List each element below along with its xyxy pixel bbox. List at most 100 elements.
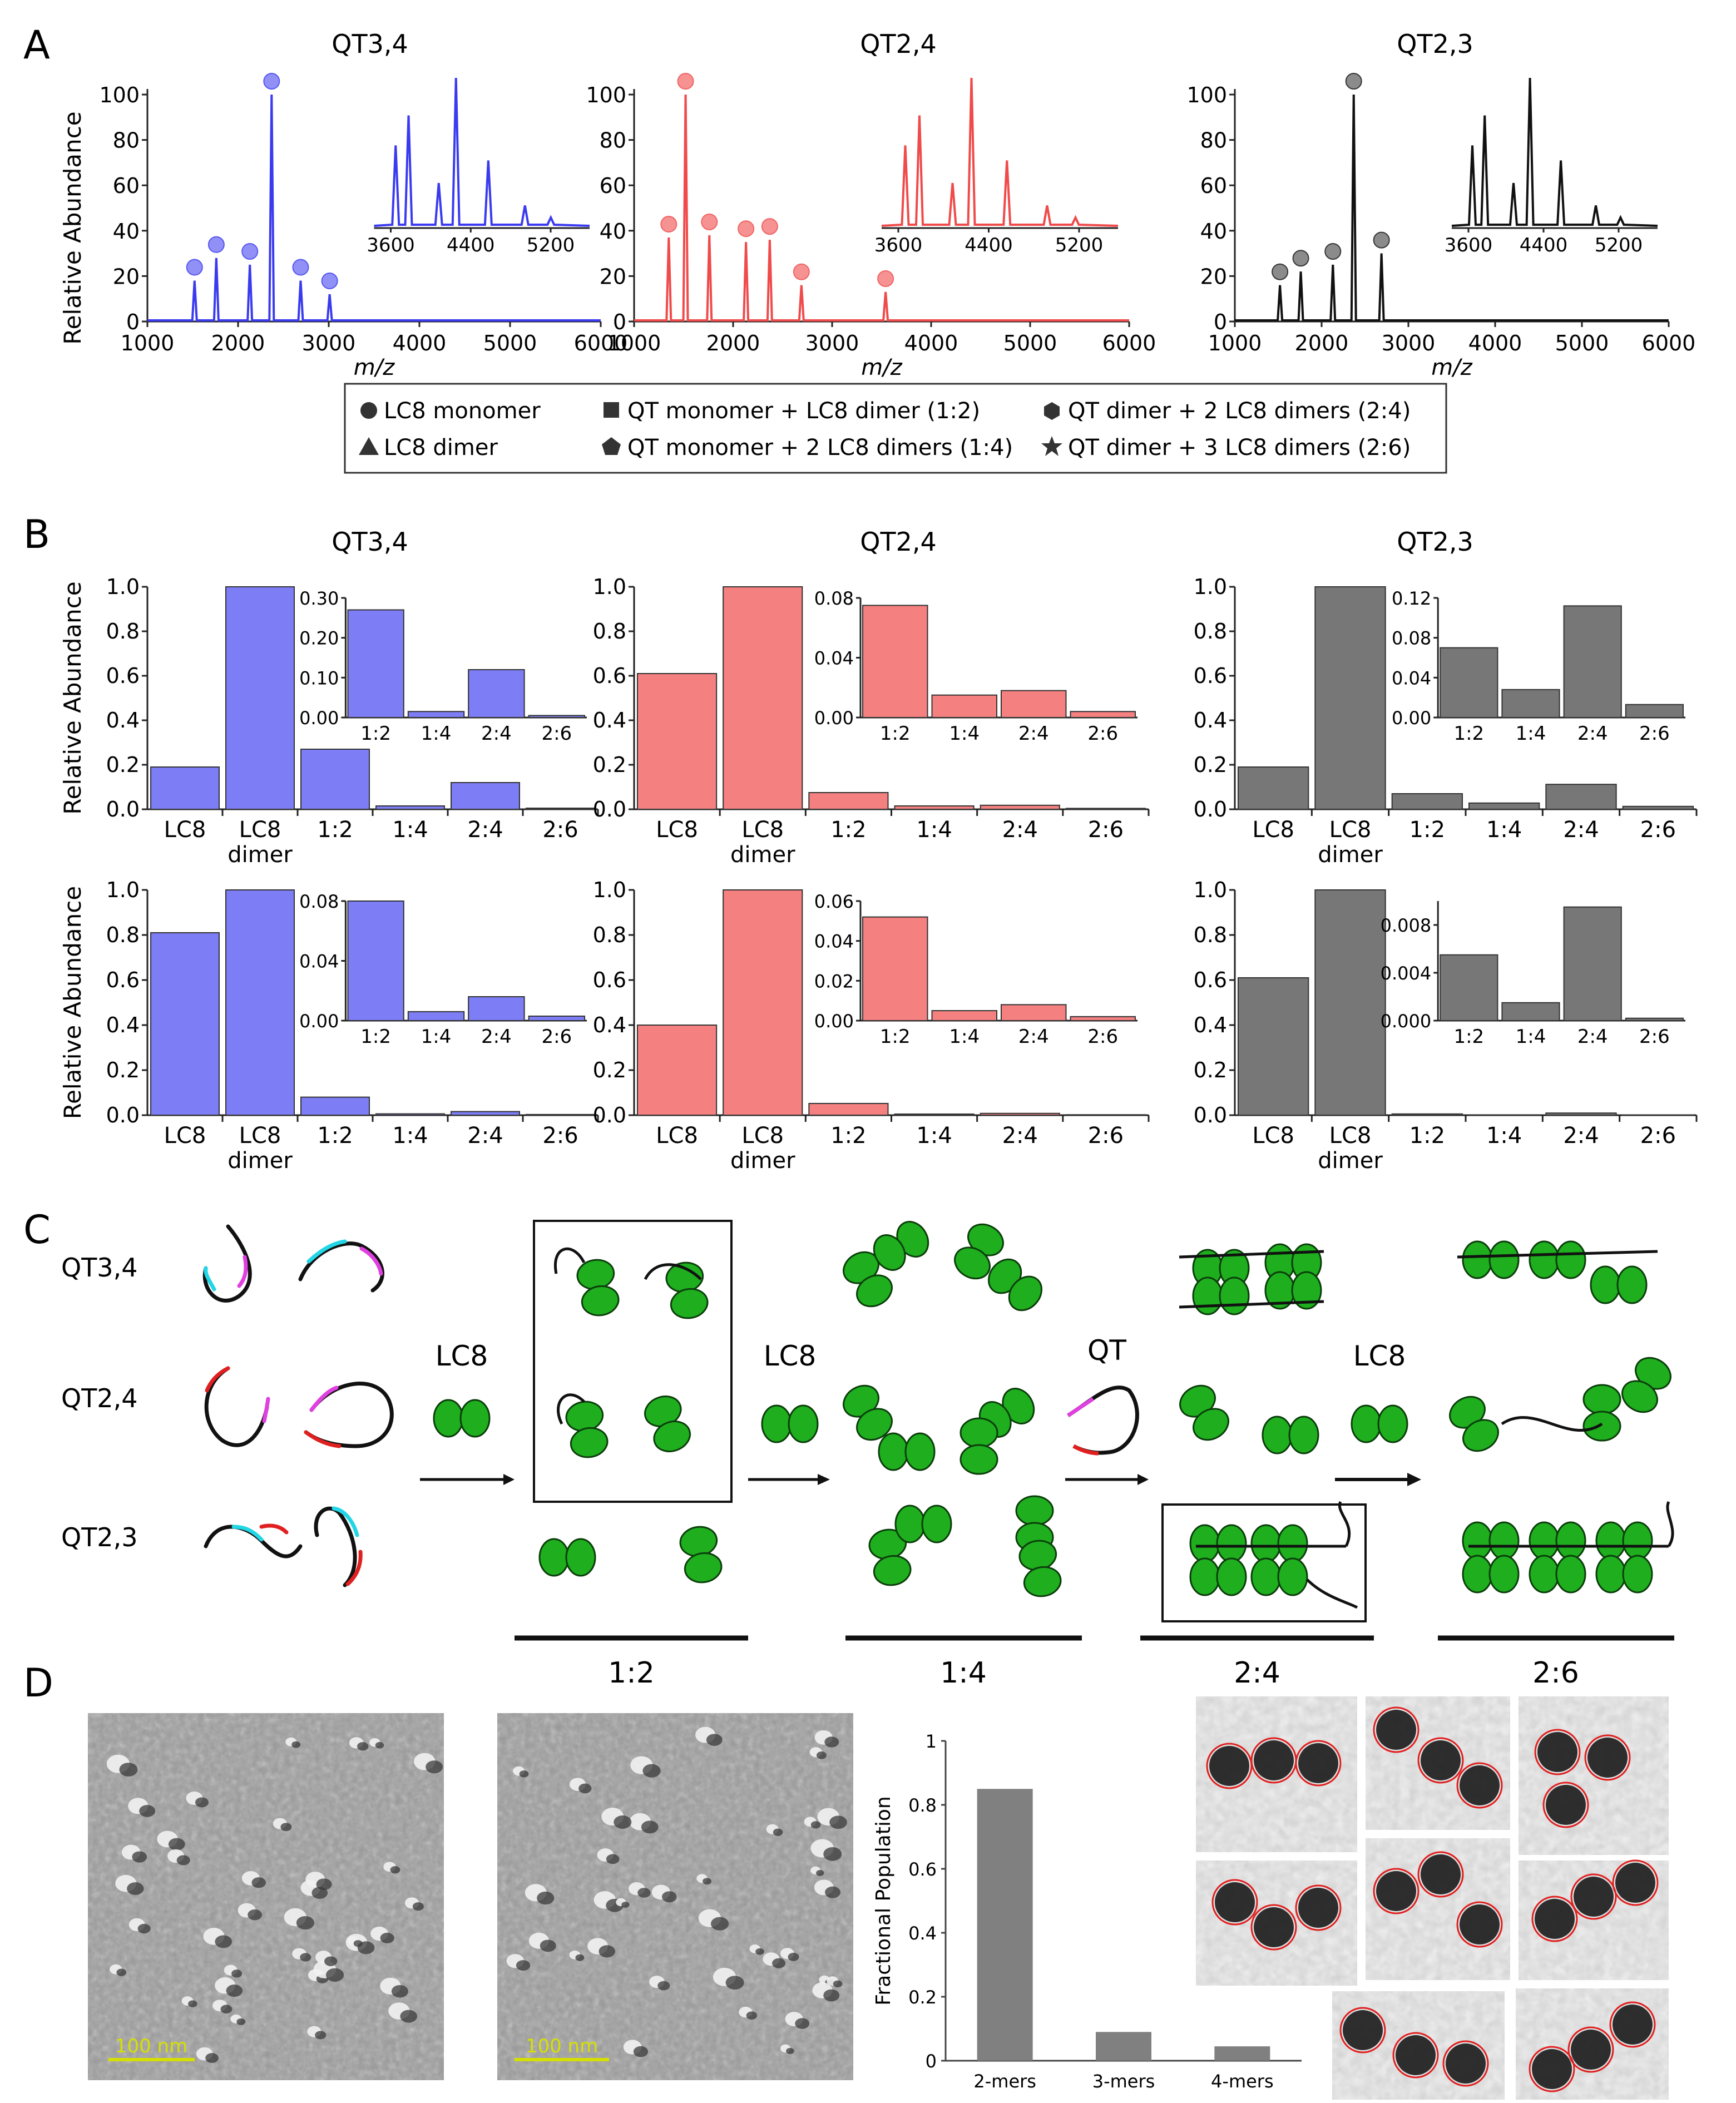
em-particle-shadow: [380, 1932, 394, 1943]
em-particle-shadow: [755, 1948, 764, 1955]
panel-d-electron-microscopy: 100 nm 100 nm 0 0.2 0.4 0.6 0.8 1 Fractional P…: [88, 1696, 1669, 2100]
x-tick-label: 4-mers: [1211, 2071, 1274, 2092]
inset-y-tick-label: 0.04: [1392, 667, 1431, 689]
inset-y-tick-label: 0.20: [299, 628, 339, 649]
lc8-subunit: [1462, 1521, 1493, 1560]
lc8-dimer: [843, 1251, 893, 1308]
lc8-dimer: [1462, 1521, 1520, 1560]
lc8-subunit: [1189, 1524, 1220, 1563]
inset-bar: [1440, 954, 1498, 1021]
arrow-qt: QT: [1065, 1334, 1149, 1485]
lc8-subunit: [1462, 1419, 1499, 1452]
x-tick-label: 2-mers: [973, 2071, 1036, 2092]
em-particle-shadow: [119, 1763, 138, 1777]
panel-label-c: C: [23, 1207, 51, 1253]
qt-chain: [554, 1247, 586, 1274]
particle-outline: [1612, 1859, 1659, 1906]
particle-density: [1532, 2049, 1572, 2089]
lc8-subunit: [1192, 1276, 1223, 1315]
bar: [375, 1113, 445, 1116]
x-tick-label: 1000: [607, 331, 661, 355]
inset-bar: [468, 996, 525, 1021]
em-particle-shadow: [657, 1981, 670, 1991]
lc8-dimer: [1449, 1396, 1499, 1452]
inset-trace: [374, 77, 590, 227]
peak-marker-icon: [1272, 263, 1289, 280]
lc8-dimer: [1590, 1265, 1648, 1304]
spectrum-qt23: QT2,3 0 20 40 60 80 100 1000 2000 3000 4000 5000 600…: [1186, 29, 1695, 380]
inset-bar: [1001, 1004, 1067, 1022]
x-tick-label: 1:2: [830, 1123, 866, 1149]
particle-outline: [1392, 2032, 1439, 2079]
particle-density: [1343, 2010, 1383, 2050]
x-tick-label: 2:6: [1088, 817, 1124, 843]
particle-outline: [1542, 1782, 1589, 1828]
em-particle-shadow: [390, 1866, 400, 1874]
em-particle-shadow: [746, 2011, 758, 2020]
lc8-subunit: [856, 1274, 893, 1308]
inset-x-tick-label: 2:6: [1087, 1026, 1118, 1048]
y-tick-label: 0.8: [593, 619, 626, 644]
y-tick-label: 0.0: [106, 797, 140, 822]
lc8-subunit: [960, 1444, 998, 1475]
y-tick-label: 40: [600, 219, 626, 244]
particle-outline: [1211, 1879, 1258, 1926]
em-particle-shadow: [795, 2018, 810, 2029]
y-tick-label: 1: [926, 1731, 937, 1752]
x-tick-sublabel: dimer: [730, 842, 795, 868]
x-tick-label: LC8: [1329, 1123, 1372, 1149]
x-tick-label: LC8: [164, 1123, 206, 1149]
em-particle-shadow: [220, 2005, 233, 2014]
bar: [225, 889, 295, 1116]
lc8-subunit: [1529, 1555, 1560, 1594]
inset-x-tick-label: 3600: [1445, 234, 1493, 256]
particle-outline: [1567, 2026, 1614, 2073]
particle-density: [1571, 2030, 1611, 2070]
em-particle-shadow: [205, 2053, 219, 2063]
particle-crop: [1366, 1696, 1510, 1830]
em-particle-shadow: [816, 1870, 824, 1876]
arrow-lc8-3: LC8: [1335, 1340, 1421, 1486]
lc8-dimer: [1621, 1357, 1671, 1413]
lc8-subunit: [1262, 1416, 1293, 1454]
bar-chart-qt34-bottom: Relative Abundance 0.0 0.2 0.4 0.6 0.8 1.0 LC8 L…: [59, 878, 599, 1174]
inset-bar: [1501, 1002, 1560, 1021]
y-axis-label: Relative Abundance: [59, 886, 86, 1119]
em-particle-shadow: [139, 1805, 156, 1817]
y-tick-label: 80: [600, 128, 626, 153]
y-tick-label: 0.4: [106, 708, 140, 733]
qt-chain-segment: [1067, 1397, 1094, 1417]
lc8-subunit: [1277, 1524, 1308, 1563]
inset-bar: [1563, 605, 1622, 719]
legend-item-lc8-dimer: LC8 dimer: [359, 435, 498, 461]
particle-outline: [1442, 2040, 1489, 2087]
y-tick-label: 0.2: [908, 1987, 937, 2008]
x-tick-label: 4000: [904, 331, 958, 355]
lc8-dimer: [665, 1261, 709, 1319]
particle-outline: [1339, 2007, 1386, 2053]
y-tick-label: 0.0: [1194, 1103, 1227, 1127]
lc8-subunit: [581, 1285, 620, 1317]
particle-density: [1254, 1907, 1294, 1947]
particle-outline: [1417, 1737, 1464, 1784]
inset-bar: [468, 669, 525, 718]
lc8-subunit: [653, 1421, 691, 1452]
legend-square-icon: [604, 402, 619, 418]
em-particle-shadow: [540, 1939, 556, 1952]
inset-y-tick-label: 0.00: [299, 1011, 339, 1032]
lc8-dimer: [1250, 1557, 1308, 1596]
inset-x-tick-label: 4400: [965, 234, 1013, 256]
y-tick-label: 0: [126, 310, 140, 334]
spectrum-trace: [1235, 94, 1669, 321]
bar: [375, 805, 445, 810]
em-particle-shadow: [575, 1954, 585, 1961]
inset-bar: [1625, 1017, 1684, 1021]
particle-density: [1615, 1863, 1655, 1903]
em-particles: [506, 1726, 847, 2057]
inset-x-tick-label: 4400: [1520, 234, 1568, 256]
particle-density: [1460, 1904, 1500, 1944]
em-particle-shadow: [375, 1741, 384, 1749]
x-tick-label: 2000: [706, 331, 760, 355]
peak-marker-icon: [677, 73, 694, 90]
y-tick-label: 0.2: [106, 753, 140, 777]
